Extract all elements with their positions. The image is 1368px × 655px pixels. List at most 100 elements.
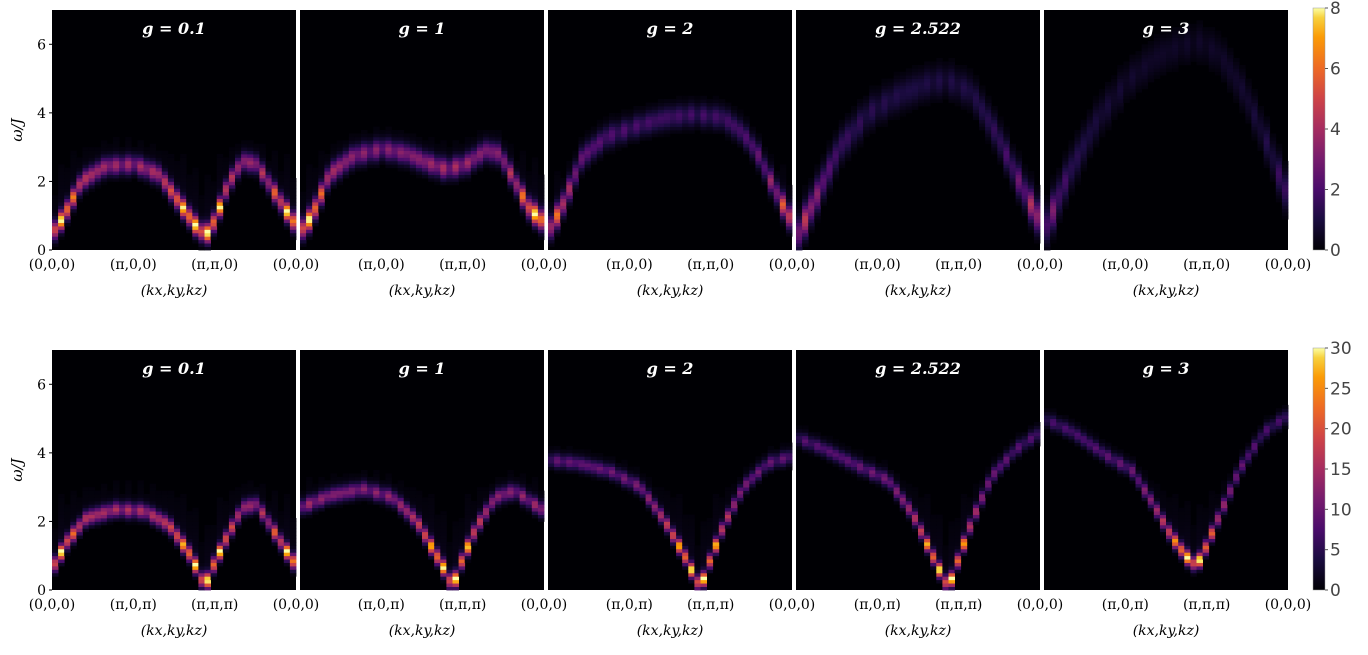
- heatmap-cell: [972, 85, 980, 90]
- heatmap-cell: [1166, 507, 1173, 512]
- heatmap-cell: [1135, 71, 1142, 76]
- heatmap-cell: [712, 112, 720, 117]
- heatmap-cell: [1214, 494, 1222, 498]
- heatmap-cell: [88, 174, 96, 179]
- heatmap-cell: [283, 521, 291, 526]
- heatmap-cell: [1153, 47, 1161, 52]
- heatmap-cell: [1184, 37, 1191, 42]
- heatmap-cell: [76, 157, 83, 162]
- heatmap-cell: [507, 494, 514, 498]
- heatmap-cell: [911, 487, 919, 491]
- heatmap-cell: [743, 133, 750, 138]
- heatmap-cell: [452, 164, 459, 169]
- heatmap-cell: [367, 157, 374, 162]
- heatmap-cell: [519, 500, 527, 505]
- heatmap-cell: [1098, 102, 1106, 107]
- heatmap-cell: [1141, 480, 1149, 485]
- heatmap-cell: [554, 449, 561, 454]
- heatmap-cell: [186, 511, 193, 515]
- heatmap-cell: [1159, 47, 1167, 52]
- heatmap-cell: [519, 208, 527, 213]
- heatmap-cell: [82, 160, 89, 165]
- heatmap-cell: [954, 518, 962, 522]
- heatmap-cell: [476, 521, 484, 526]
- heatmap-cell: [186, 174, 193, 179]
- heatmap-cell: [1098, 123, 1106, 127]
- heatmap-cell: [596, 470, 604, 474]
- heatmap-cell: [1117, 75, 1124, 79]
- heatmap-cell: [857, 123, 864, 127]
- heatmap-cell: [180, 555, 187, 560]
- heatmap-cell: [367, 483, 374, 488]
- heatmap-cell: [174, 500, 181, 505]
- heatmap-cell: [198, 246, 205, 251]
- heatmap-cell: [204, 535, 211, 539]
- heatmap-cell: [204, 212, 211, 217]
- heatmap-cell: [88, 518, 96, 522]
- heatmap-cell: [312, 494, 319, 498]
- heatmap-cell: [712, 494, 720, 498]
- heatmap-cell: [324, 160, 331, 165]
- heatmap-cell: [911, 78, 919, 83]
- heatmap-cell: [180, 504, 187, 509]
- heatmap-cell: [198, 552, 205, 557]
- heatmap-cell: [1245, 459, 1252, 464]
- heatmap-cell: [1233, 64, 1240, 69]
- heatmap-cell: [204, 208, 211, 213]
- heatmap-cell: [615, 480, 622, 485]
- heatmap-cell: [501, 487, 508, 491]
- heatmap-cell: [1184, 58, 1191, 62]
- heatmap-cell: [1159, 531, 1167, 536]
- heatmap-cell: [458, 572, 466, 577]
- heatmap-cell: [887, 473, 894, 478]
- heatmap-cell: [318, 184, 325, 189]
- heatmap-cell: [241, 494, 248, 498]
- heatmap-cell: [342, 490, 350, 495]
- heatmap-cell: [1153, 64, 1161, 69]
- heatmap-cell: [1050, 178, 1057, 182]
- heatmap-cell: [924, 82, 931, 86]
- heatmap-cell: [572, 459, 579, 464]
- heatmap-cell: [966, 531, 974, 536]
- heatmap-cell: [216, 535, 224, 539]
- heatmap-cell: [682, 524, 689, 529]
- heatmap-cell: [814, 205, 821, 210]
- heatmap-cell: [228, 191, 236, 196]
- heatmap-cell: [936, 555, 943, 560]
- heatmap-cell: [566, 452, 573, 457]
- heatmap-cell: [633, 487, 640, 491]
- heatmap-cell: [271, 164, 279, 169]
- heatmap-cell: [283, 514, 291, 519]
- heatmap-cell: [1153, 514, 1161, 519]
- heatmap-cell: [519, 490, 527, 495]
- heatmap-cell: [1141, 85, 1149, 90]
- heatmap-cell: [507, 476, 514, 481]
- heatmap-cell: [373, 126, 380, 131]
- heatmap-cell: [844, 119, 852, 124]
- heatmap-cell: [966, 82, 974, 86]
- heatmap-cell: [1129, 473, 1136, 478]
- heatmap-cell: [312, 178, 319, 182]
- heatmap-cell: [844, 470, 852, 474]
- heatmap-cell: [186, 205, 193, 210]
- heatmap-cell: [119, 497, 126, 502]
- heatmap-cell: [1220, 511, 1228, 515]
- heatmap-cell: [519, 195, 527, 199]
- heatmap-cell: [1263, 126, 1271, 131]
- heatmap-cell: [850, 130, 858, 134]
- heatmap-cell: [700, 528, 707, 533]
- heatmap-cell: [70, 490, 77, 495]
- heatmap-cell: [1105, 452, 1112, 457]
- heatmap-cell: [174, 195, 181, 199]
- heatmap-cell: [155, 490, 163, 495]
- heatmap-cell: [330, 487, 337, 491]
- heatmap-cell: [58, 202, 65, 206]
- heatmap-cell: [348, 157, 356, 162]
- heatmap-cell: [379, 504, 386, 509]
- heatmap-cell: [64, 178, 71, 182]
- heatmap-cell: [609, 480, 616, 485]
- heatmap-cell: [1159, 54, 1167, 59]
- heatmap-cell: [712, 514, 720, 519]
- heatmap-cell: [235, 157, 242, 162]
- heatmap-cell: [590, 140, 598, 145]
